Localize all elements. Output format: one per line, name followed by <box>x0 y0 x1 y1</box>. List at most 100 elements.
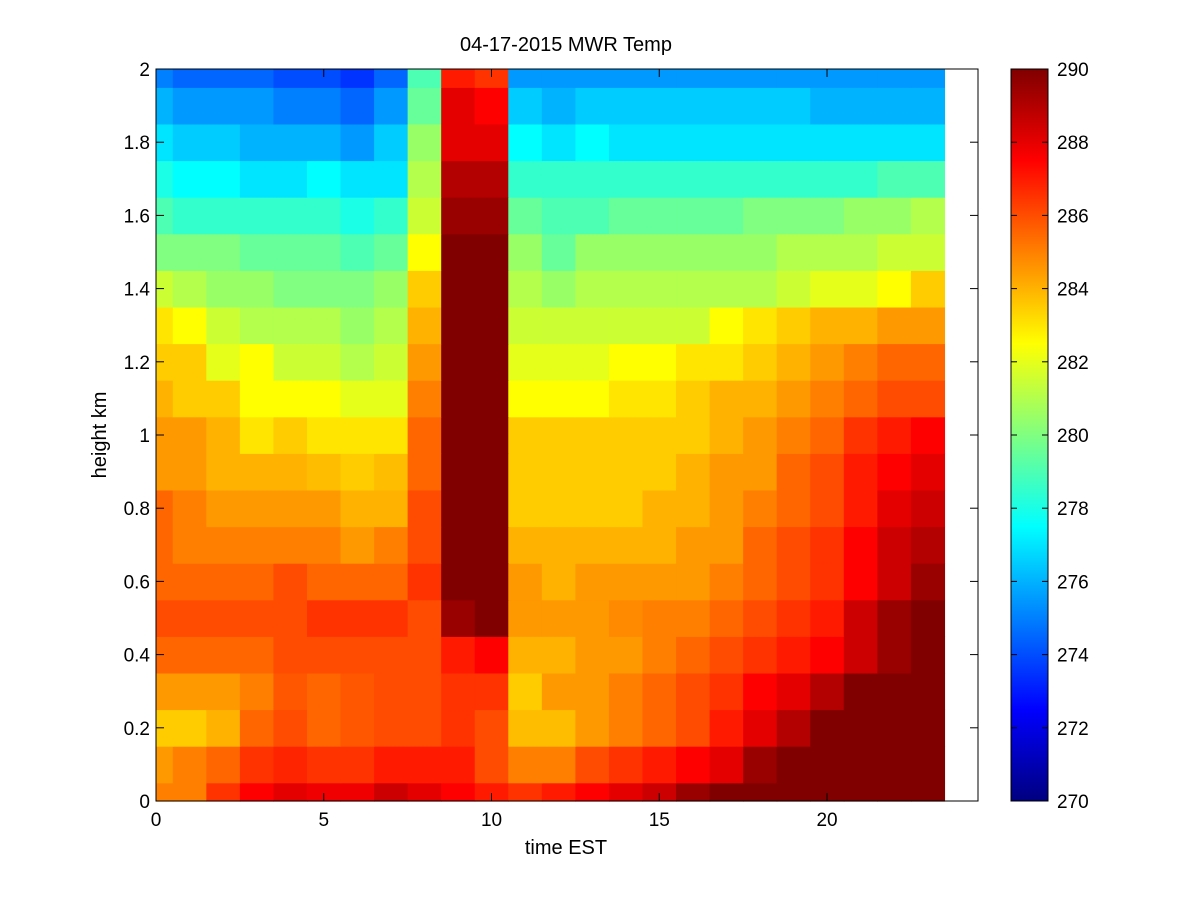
heatmap-cell <box>441 782 476 802</box>
heatmap-cell <box>743 672 778 711</box>
heatmap-cell <box>608 233 644 271</box>
heatmap-cell <box>776 416 811 454</box>
heatmap-cell <box>306 746 342 784</box>
heatmap-cell <box>709 453 744 491</box>
heatmap-cell <box>206 160 241 198</box>
heatmap-cell <box>810 87 845 125</box>
y-tick-label: 0.6 <box>124 572 150 593</box>
heatmap-cell <box>374 160 409 198</box>
colorbar-tick-label: 282 <box>1057 353 1089 374</box>
heatmap-cell <box>676 233 711 271</box>
heatmap-cell <box>877 599 912 637</box>
heatmap-cell <box>239 270 275 308</box>
heatmap-cell <box>407 87 442 125</box>
heatmap-cell <box>172 636 207 674</box>
heatmap-cell <box>374 416 409 454</box>
heatmap-cell <box>474 306 509 345</box>
heatmap-cell <box>575 489 610 528</box>
heatmap-cell <box>273 563 308 601</box>
heatmap-cell <box>340 599 375 637</box>
heatmap-cell <box>206 636 241 674</box>
heatmap-cell <box>508 123 543 162</box>
heatmap-cell <box>810 672 845 711</box>
heatmap-cell <box>575 636 610 674</box>
heatmap-cell <box>575 672 610 711</box>
heatmap-cell <box>340 343 375 381</box>
heatmap-cell <box>156 343 174 381</box>
heatmap-cell <box>508 746 543 784</box>
heatmap-cell <box>575 69 610 88</box>
heatmap-cell <box>306 636 342 674</box>
heatmap-cell <box>910 782 946 802</box>
heatmap-cell <box>709 416 744 454</box>
heatmap-cell <box>239 636 275 674</box>
heatmap-cell <box>474 526 509 564</box>
heatmap-cell <box>407 599 442 637</box>
heatmap-cell <box>642 306 677 345</box>
heatmap-cell <box>156 526 174 564</box>
heatmap-cell <box>239 746 275 784</box>
heatmap-cell <box>441 270 476 308</box>
heatmap-cell <box>407 270 442 308</box>
colorbar-tick-label: 278 <box>1057 499 1089 520</box>
colorbar-tick-label: 288 <box>1057 133 1089 154</box>
heatmap-cell <box>508 233 543 271</box>
heatmap-cell <box>474 636 509 674</box>
heatmap-cell <box>642 672 677 711</box>
heatmap-cell <box>676 782 711 802</box>
heatmap-cell <box>910 489 946 528</box>
heatmap-cell <box>156 782 174 802</box>
heatmap-cell <box>273 123 308 162</box>
y-tick-label: 1 <box>139 426 150 447</box>
heatmap-cell <box>709 123 744 162</box>
heatmap-cell <box>642 563 677 601</box>
heatmap-cell <box>877 380 912 418</box>
heatmap-cell <box>709 709 744 747</box>
heatmap-cell <box>575 709 610 747</box>
heatmap-cell <box>441 123 476 162</box>
heatmap-cell <box>340 746 375 784</box>
heatmap-cell <box>441 599 476 637</box>
colorbar-ticks: 270 272 274 276 278 280 282 284 286 288 290 <box>1011 60 1089 813</box>
heatmap-cell <box>156 599 174 637</box>
heatmap-cell <box>843 526 878 564</box>
heatmap-cell <box>709 636 744 674</box>
y-axis-ticks: 0 0.2 0.4 0.6 0.8 1 1.2 1.4 1.6 1.8 2 <box>124 60 978 813</box>
heatmap-cell <box>642 453 677 491</box>
heatmap-cell <box>172 123 207 162</box>
heatmap-cell <box>239 343 275 381</box>
heatmap-cell <box>575 197 610 235</box>
heatmap-cell <box>156 87 174 125</box>
heatmap-cell <box>541 709 576 747</box>
heatmap-cell <box>374 343 409 381</box>
colorbar-tick-label: 276 <box>1057 572 1089 593</box>
heatmap-cell <box>172 380 207 418</box>
heatmap-cell <box>910 380 946 418</box>
heatmap-cell <box>843 87 878 125</box>
heatmap-cell <box>676 672 711 711</box>
heatmap-cell <box>156 489 174 528</box>
heatmap-cell <box>374 563 409 601</box>
colorbar <box>1010 68 1049 802</box>
heatmap-cell <box>877 453 912 491</box>
heatmap-cell <box>156 746 174 784</box>
heatmap-cell <box>743 709 778 747</box>
heatmap-cell <box>575 87 610 125</box>
heatmap-cell <box>508 526 543 564</box>
heatmap-cell <box>910 160 946 198</box>
heatmap-cell <box>676 526 711 564</box>
heatmap-cell <box>340 453 375 491</box>
heatmap-cell <box>843 672 878 711</box>
heatmap-cell <box>877 69 912 88</box>
heatmap-cell <box>441 489 476 528</box>
y-tick-label: 2 <box>139 60 150 81</box>
heatmap-cell <box>843 746 878 784</box>
heatmap-cell <box>541 87 576 125</box>
heatmap-cell <box>306 306 342 345</box>
heatmap-cell <box>239 306 275 345</box>
heatmap-cell <box>239 160 275 198</box>
heatmap-cell <box>642 87 677 125</box>
colorbar-tick-label: 274 <box>1057 646 1089 667</box>
heatmap-cell <box>743 416 778 454</box>
x-tick-label: 10 <box>481 810 502 831</box>
